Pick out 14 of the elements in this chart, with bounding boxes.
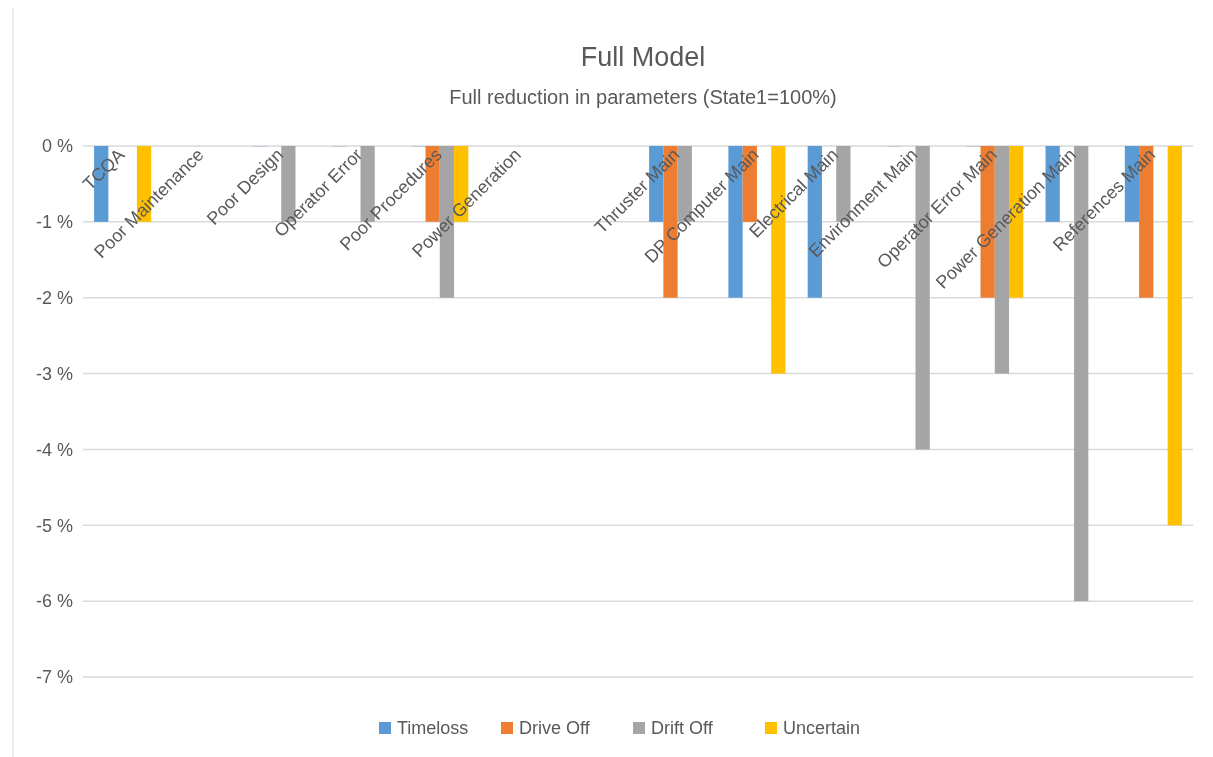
y-tick-label: -3 % <box>35 363 73 384</box>
legend-label: Uncertain <box>783 718 861 739</box>
y-tick-label: 0 % <box>41 136 73 157</box>
y-tick-label: -2 % <box>35 288 73 309</box>
y-tick-label: -4 % <box>35 439 73 460</box>
y-tick-label: -1 % <box>35 212 73 233</box>
legend-label: Drive Off <box>519 718 591 739</box>
y-tick-label: -7 % <box>35 667 73 688</box>
chart-title: Full Model <box>580 42 706 72</box>
legend-label: Timeloss <box>397 718 469 739</box>
chart-subtitle: Full reduction in parameters (State1=100%) <box>449 86 837 108</box>
y-tick-label: -6 % <box>35 591 73 612</box>
legend-label: Drift Off <box>651 718 714 739</box>
y-tick-label: -5 % <box>35 515 73 536</box>
